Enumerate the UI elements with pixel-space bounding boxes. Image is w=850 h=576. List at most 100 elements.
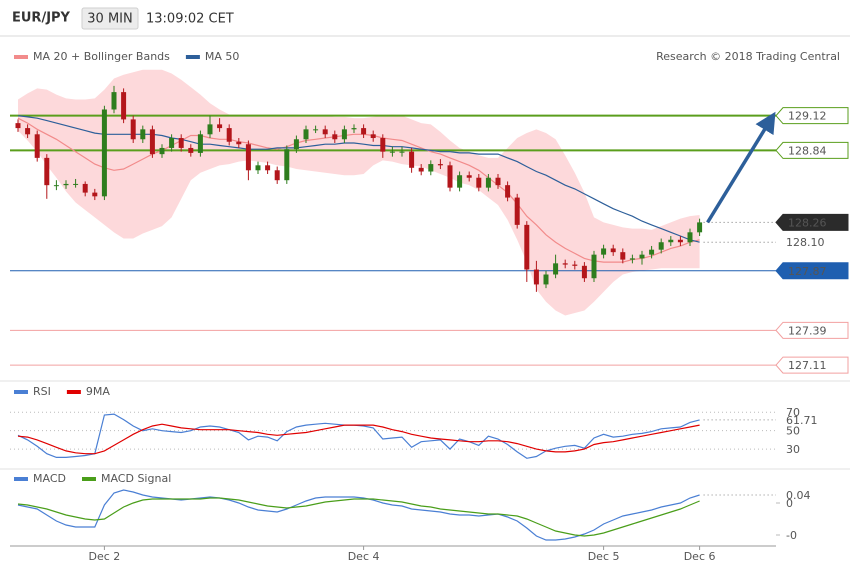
- legend-label: RSI: [33, 385, 51, 398]
- candle-body: [505, 185, 511, 198]
- candle-body: [687, 232, 693, 243]
- ma-line: [17, 117, 700, 263]
- x-tick-label: Dec 5: [588, 550, 620, 563]
- candle-body: [207, 124, 213, 135]
- candle-body: [361, 128, 367, 135]
- indicator-line: [17, 497, 700, 537]
- candle-body: [303, 129, 309, 140]
- candle-body: [63, 183, 69, 186]
- candle-body: [149, 129, 155, 155]
- candle-body: [159, 147, 165, 155]
- candle-body: [313, 129, 319, 131]
- candle-body: [495, 177, 501, 186]
- candle-body: [121, 92, 127, 120]
- candle-body: [639, 254, 645, 259]
- y-tick-label: -0: [786, 529, 797, 542]
- level-label: 128.84: [788, 144, 827, 157]
- candle-body: [447, 165, 453, 188]
- candle-body: [399, 151, 405, 153]
- candle-body: [553, 263, 559, 275]
- indicator-line: [17, 489, 700, 541]
- x-tick-label: Dec 4: [348, 550, 380, 563]
- candle-body: [697, 222, 703, 233]
- candle-body: [514, 197, 520, 225]
- level-label-box: [775, 141, 849, 159]
- ma-end-label: 128.10: [786, 236, 825, 249]
- candle-body: [485, 177, 491, 188]
- candle-body: [101, 109, 107, 197]
- interval-box: [81, 7, 139, 30]
- candle-body: [629, 258, 635, 260]
- candle-body: [370, 134, 376, 139]
- candle-body: [274, 170, 280, 181]
- candle-body: [389, 151, 395, 153]
- candle-body: [265, 165, 271, 171]
- level-label-box: [775, 356, 849, 374]
- candle-body: [82, 183, 88, 193]
- level-label: 129.12: [788, 110, 827, 123]
- candle-body: [562, 263, 568, 265]
- candle-body: [226, 128, 232, 142]
- interval: 30 MIN: [87, 12, 132, 27]
- level-label: 127.39: [788, 324, 827, 337]
- candle-body: [581, 265, 587, 279]
- candle-body: [351, 128, 357, 130]
- candle-body: [34, 134, 40, 158]
- candle-body: [111, 92, 117, 110]
- y-tick-label: 30: [786, 443, 800, 456]
- candle-body: [524, 224, 530, 270]
- legend-label: 9MA: [86, 385, 110, 398]
- candle-body: [293, 139, 299, 150]
- y-tick-label: 50: [786, 425, 800, 438]
- timestamp: 13:09:02 CET: [146, 12, 234, 27]
- projection-arrow: [706, 111, 776, 224]
- candle-body: [380, 138, 386, 152]
- candle-body: [245, 144, 251, 171]
- candle-body: [92, 192, 98, 197]
- legend-label: MACD Signal: [101, 472, 171, 485]
- candle-body: [25, 128, 31, 135]
- candle-body: [44, 157, 50, 186]
- last-value-label: 0.04: [786, 489, 811, 502]
- candle-body: [332, 134, 338, 140]
- candle-body: [197, 134, 203, 153]
- level-label-box: [775, 262, 849, 280]
- candle-body: [418, 167, 424, 172]
- level-label-box: [775, 321, 849, 339]
- candle-body: [73, 183, 79, 185]
- candle-body: [620, 252, 626, 260]
- y-tick-label: 70: [786, 406, 800, 419]
- candle-body: [437, 164, 443, 166]
- candle-body: [649, 249, 655, 255]
- candle-body: [178, 138, 184, 148]
- legend-label: MA 50: [205, 50, 240, 63]
- candle-body: [169, 138, 175, 148]
- candle-body: [466, 175, 472, 178]
- indicator-line: [17, 423, 700, 455]
- candle-body: [284, 149, 290, 181]
- candle-body: [236, 141, 242, 145]
- level-label: 127.11: [788, 359, 827, 372]
- candle-body: [591, 254, 597, 279]
- candle-body: [130, 119, 136, 140]
- x-tick-label: Dec 6: [684, 550, 716, 563]
- last-value-label: 61.71: [786, 414, 818, 427]
- candle-body: [533, 269, 539, 285]
- candle-body: [140, 129, 146, 140]
- candle-body: [255, 165, 261, 171]
- candle-body: [610, 248, 616, 253]
- candle-body: [658, 242, 664, 250]
- legend-label: MACD: [33, 472, 66, 485]
- y-tick-label: 0: [786, 497, 793, 510]
- candle-body: [409, 151, 415, 168]
- credit: Research © 2018 Trading Central: [656, 50, 840, 63]
- last-price-label: 128.26: [788, 216, 827, 229]
- candle-body: [428, 164, 434, 172]
- candle-body: [677, 239, 683, 243]
- level-label: 127.87: [788, 265, 827, 278]
- candle-body: [188, 147, 194, 153]
- legend-label: MA 20 + Bollinger Bands: [33, 50, 170, 63]
- candle-body: [457, 175, 463, 188]
- last-price-label-box: [775, 213, 849, 231]
